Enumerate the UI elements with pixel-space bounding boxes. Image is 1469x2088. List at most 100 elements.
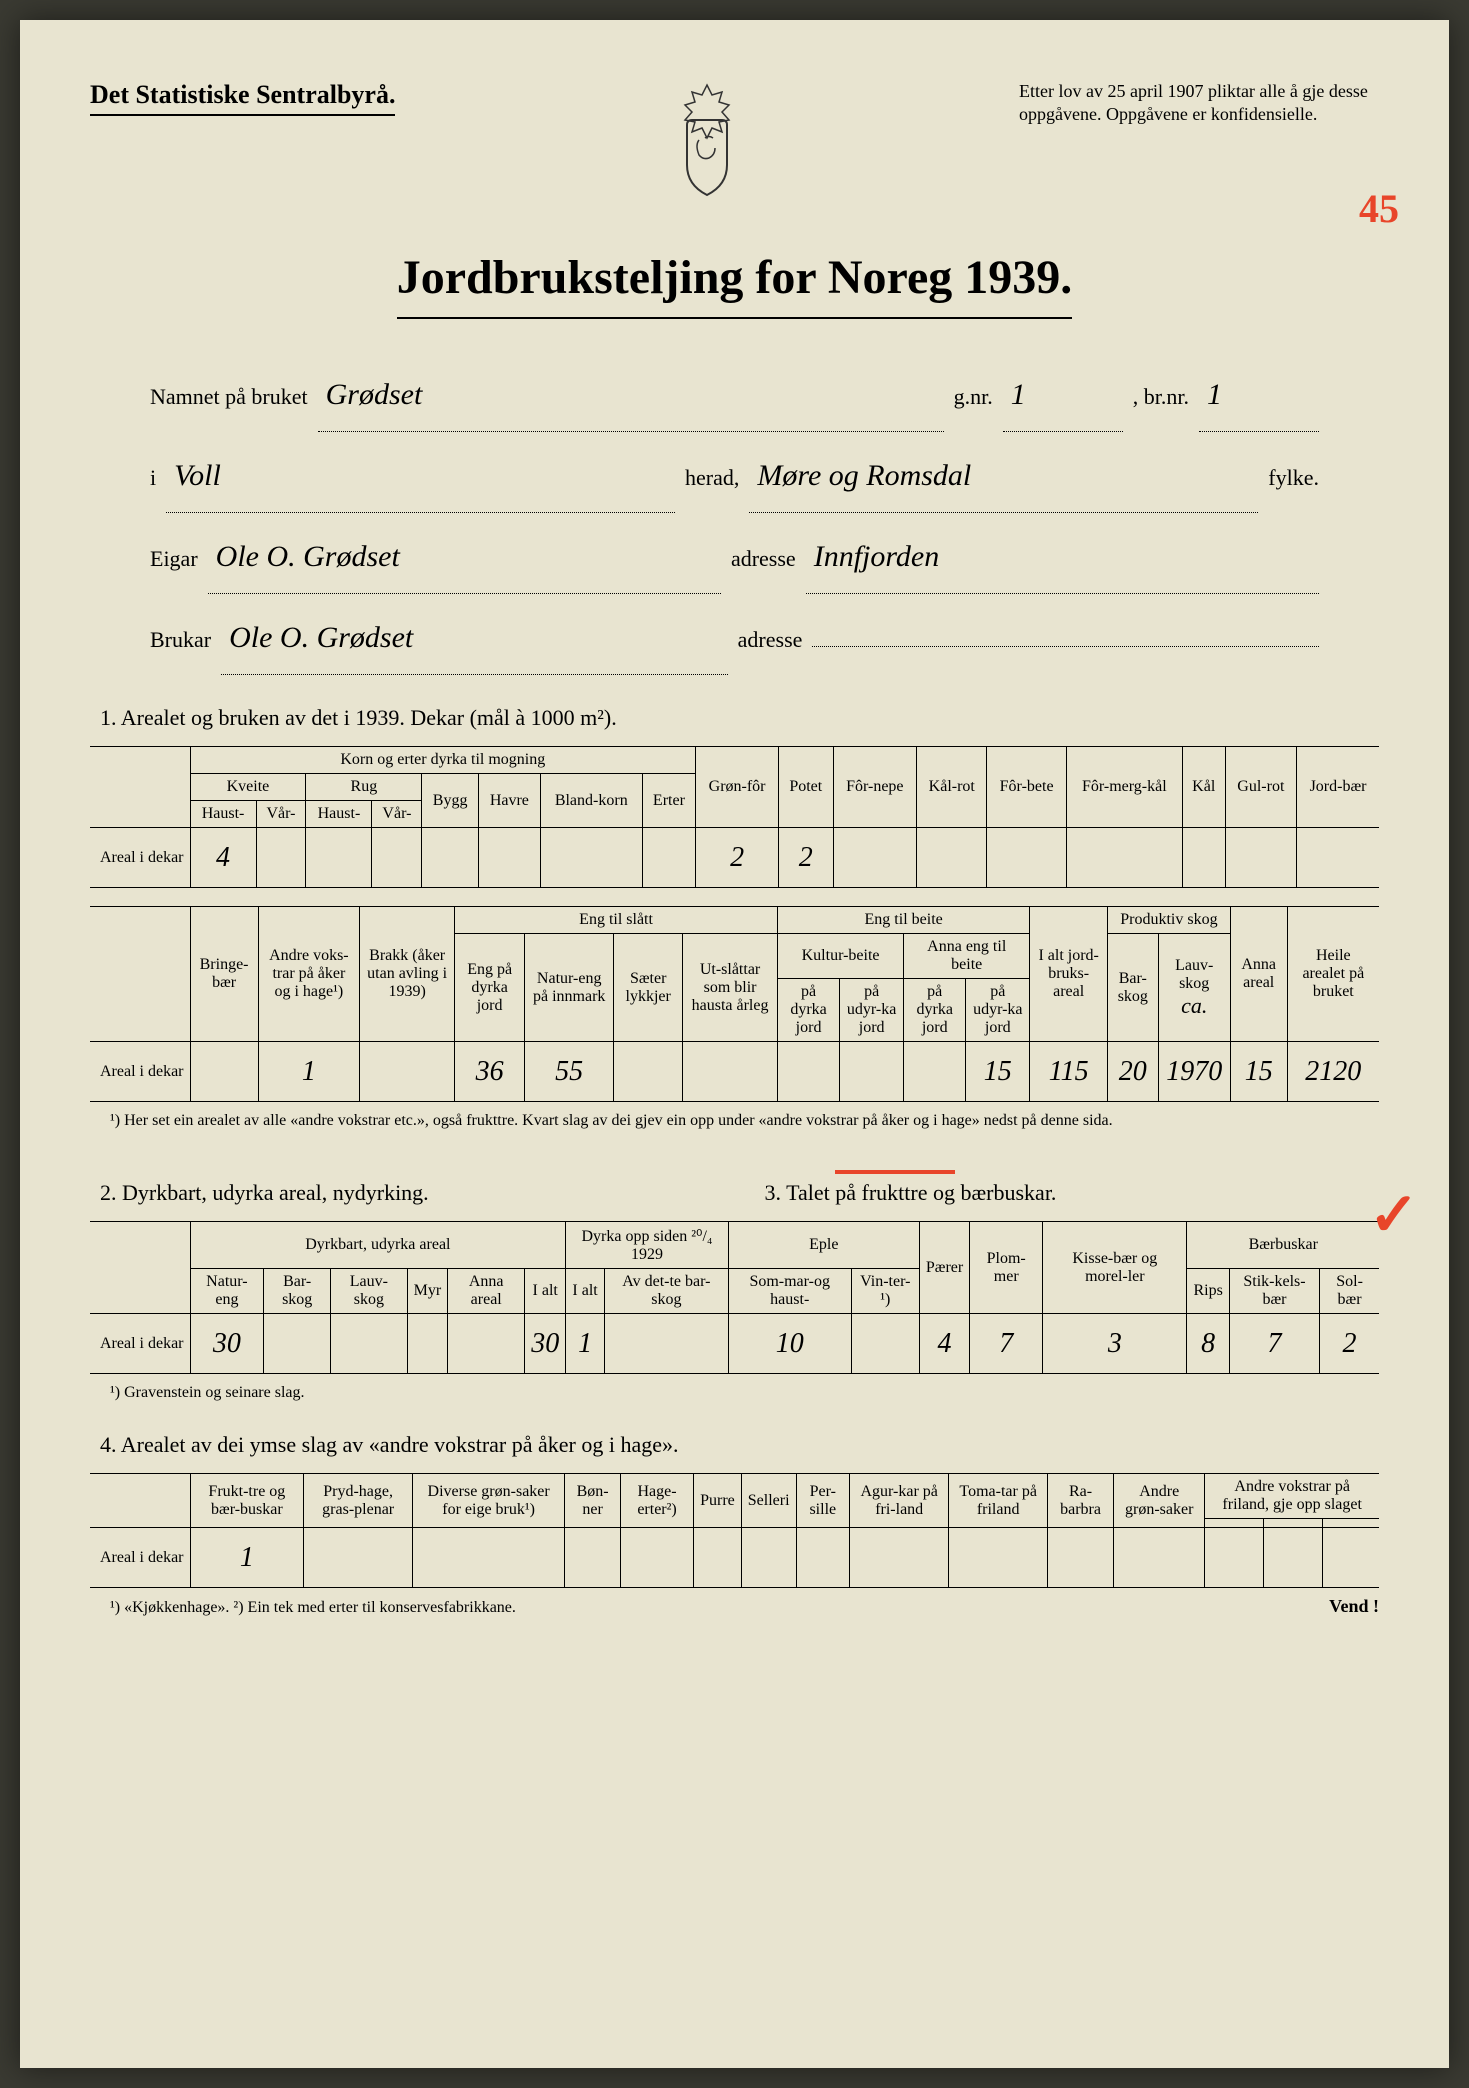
cell [683, 1042, 778, 1102]
red-annotation-number: 45 [1359, 185, 1399, 232]
dyrka-opp-header: Dyrka opp siden ²⁰/₄ 1929 [566, 1222, 729, 1269]
cell [478, 828, 540, 888]
cell-anna-areal: 15 [1230, 1042, 1287, 1102]
kulturbeite-header: Kultur-beite [777, 934, 903, 979]
cell [1182, 828, 1225, 888]
cell [360, 1042, 455, 1102]
gnr-value: 1 [1003, 359, 1123, 432]
cell [777, 1042, 839, 1102]
cell-kveite-haust: 4 [190, 828, 256, 888]
cell-sommar-haust: 10 [728, 1314, 851, 1374]
selleri-header: Selleri [741, 1474, 796, 1528]
cell [851, 1314, 919, 1374]
rabarbra-header: Ra-barbra [1048, 1474, 1114, 1528]
cell-ialt: 115 [1030, 1042, 1108, 1102]
cell [614, 1042, 683, 1102]
heile-arealet-header: Heile arealet på bruket [1287, 907, 1379, 1042]
kissebaer-header: Kisse-bær og morel-ler [1043, 1222, 1187, 1314]
kal-header: Kål [1182, 747, 1225, 828]
diverse-gron-header: Diverse grøn-saker for eige bruk¹) [413, 1474, 565, 1528]
cell [694, 1528, 742, 1588]
solbaer-header: Sol-bær [1320, 1269, 1379, 1314]
cell [306, 828, 372, 888]
coat-of-arms-icon [657, 80, 757, 200]
identification-fields: Namnet på bruket Grødset g.nr. 1 , br.nr… [90, 359, 1379, 675]
cell-paerer: 4 [919, 1314, 969, 1374]
cell [256, 828, 306, 888]
cell-heile: 2120 [1287, 1042, 1379, 1102]
section1-table1: Korn og erter dyrka til mogning Grøn-fôr… [90, 746, 1379, 888]
jordbaer-header: Jord-bær [1297, 747, 1379, 828]
saeter-header: Sæter lykkjer [614, 934, 683, 1042]
havre-header: Havre [478, 774, 540, 828]
kveite-haust-header: Haust- [190, 801, 256, 828]
section2-3-table: Dyrkbart, udyrka areal Dyrka opp siden ²… [90, 1221, 1379, 1374]
section4-title: 4. Arealet av dei ymse slag av «andre vo… [90, 1432, 1379, 1458]
av-dette-barskog-header: Av det-te bar-skog [604, 1269, 728, 1314]
red-underline [835, 1170, 955, 1174]
row-label: Areal i dekar [90, 1528, 190, 1588]
ialt3-header: I alt [566, 1269, 605, 1314]
brukar-label: Brukar [150, 614, 211, 667]
sommar-haust-header: Som-mar-og haust- [728, 1269, 851, 1314]
cell [1205, 1528, 1264, 1588]
prydhage-header: Pryd-hage, gras-plenar [304, 1474, 413, 1528]
section1-title: 1. Arealet og bruken av det i 1939. Deka… [90, 705, 1379, 731]
row-label: Areal i dekar [90, 1314, 190, 1374]
bringebaer-header: Bringe-bær [190, 907, 258, 1042]
eigar-addr-value: Innfjorden [806, 521, 1319, 594]
cell [1264, 1519, 1323, 1528]
fornepe-header: Fôr-nepe [833, 747, 917, 828]
fylke-label: fylke. [1268, 452, 1319, 505]
cell-lauvskog: 1970 [1158, 1042, 1230, 1102]
kalrot-header: Kål-rot [917, 747, 987, 828]
section2-title: 2. Dyrkbart, udyrka areal, nydyrking. [90, 1180, 715, 1206]
gronfor-header: Grøn-fôr [696, 747, 779, 828]
eng-slatt-header: Eng til slått [455, 907, 778, 934]
cell-solbaer: 2 [1320, 1314, 1379, 1374]
cell [1205, 1519, 1264, 1528]
brnr-label: , br.nr. [1133, 371, 1189, 424]
rug-var-header: Vår- [372, 801, 422, 828]
kveite-header: Kveite [190, 774, 306, 801]
cell-kissebaer: 3 [1043, 1314, 1187, 1374]
eigar-value: Ole O. Grødset [208, 521, 721, 594]
cell [372, 828, 422, 888]
cell-eng-dyrka: 36 [455, 1042, 525, 1102]
herad-value: Møre og Romsdal [749, 440, 1258, 513]
brukar-addr-value [812, 623, 1319, 647]
cell-anna-ialt: 30 [525, 1314, 566, 1374]
eng-beite-header: Eng til beite [777, 907, 1029, 934]
form-title: Jordbruksteljing for Noreg 1939. [397, 250, 1073, 319]
cell [796, 1528, 850, 1588]
cell-dyrka-ialt: 1 [566, 1314, 605, 1374]
natureng-header: Natur-eng [190, 1269, 264, 1314]
bonner-header: Bøn-ner [565, 1474, 621, 1528]
cell [1048, 1528, 1114, 1588]
gulrot-header: Gul-rot [1225, 747, 1296, 828]
cell [1264, 1528, 1323, 1588]
farm-name-value: Grødset [318, 359, 944, 432]
cell [190, 1042, 258, 1102]
baerbuskar-header: Bærbuskar [1187, 1222, 1379, 1269]
cell-barskog: 20 [1108, 1042, 1159, 1102]
cell [904, 1042, 966, 1102]
cell [407, 1314, 448, 1374]
cell-natureng: 55 [525, 1042, 614, 1102]
cell [604, 1314, 728, 1374]
cell-natureng2: 30 [190, 1314, 264, 1374]
eng-dyrka-header: Eng på dyrka jord [455, 934, 525, 1042]
purre-header: Purre [694, 1474, 742, 1528]
andre-vokstrar-header: Andre voks-trar på åker og i hage¹) [258, 907, 360, 1042]
bygg-header: Bygg [422, 774, 479, 828]
cell-frukttre: 1 [190, 1528, 304, 1588]
lauvskog2-header: Lauv-skog [331, 1269, 408, 1314]
brukar-addr-label: adresse [738, 614, 803, 667]
cell [987, 828, 1066, 888]
cell [1225, 828, 1296, 888]
eigar-addr-label: adresse [731, 533, 796, 586]
section4-footnote: ¹) «Kjøkkenhage». ²) Ein tek med erter t… [110, 1599, 516, 1617]
cell [621, 1528, 694, 1588]
blandkorn-header: Bland-korn [540, 774, 642, 828]
cell [1066, 828, 1182, 888]
